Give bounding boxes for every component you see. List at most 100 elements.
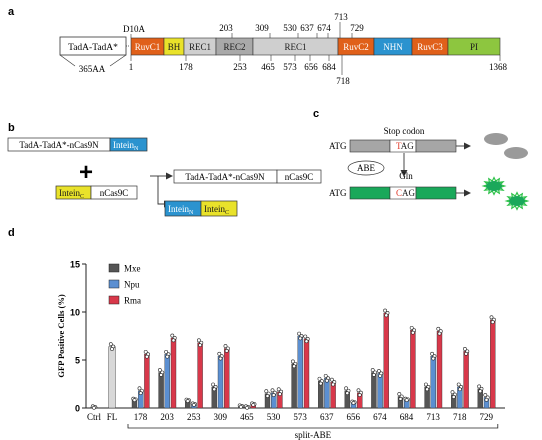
domain-bar: RuvC1 BH REC1 REC2 REC1 RuvC2 NHN RuvC3 PI: [130, 37, 501, 56]
gray-protein-2: [504, 147, 528, 159]
plus-sign: +: [79, 159, 93, 186]
data-point: [290, 359, 295, 364]
pos-bottom-465: 465: [261, 62, 275, 72]
x-tick-label: 656: [347, 412, 361, 422]
product-left-label: TadA-TadA*-nCas9N: [185, 172, 265, 182]
pos-bottom-253: 253: [233, 62, 247, 72]
bar-npu-713: [430, 355, 436, 409]
stop-codon-ag: AG: [401, 141, 414, 151]
data-point: [409, 325, 414, 330]
svg-text:InteinC: InteinC: [59, 188, 84, 200]
bar-rma-203: [170, 337, 177, 409]
data-point: [430, 351, 435, 356]
data-point: [292, 364, 297, 369]
fragment-c-box: [90, 185, 138, 200]
data-point: [425, 387, 430, 392]
y-tick-label: 15: [70, 260, 80, 270]
legend-swatch-rma: [108, 295, 120, 305]
data-point: [212, 387, 217, 392]
product-right-label: nCas9C: [285, 172, 314, 182]
bar-rma-713: [436, 331, 443, 409]
arrow-right: [166, 172, 173, 180]
panel-a-label: a: [8, 6, 15, 18]
pos-bottom-718: 718: [336, 76, 350, 86]
arrow-bottom-right: [464, 189, 471, 197]
data-point: [277, 392, 282, 396]
data-point: [218, 356, 223, 361]
data-point: [245, 405, 250, 410]
top-positions: 203 309 530 637 674 713 729: [219, 12, 364, 33]
data-point: [144, 354, 149, 359]
pos-top-309: 309: [255, 23, 269, 33]
bar-rma-729: [490, 319, 496, 409]
edited-codon-ag: AG: [402, 188, 415, 198]
x-tick-label: 718: [453, 412, 467, 422]
x-tick-label-control: FL: [107, 412, 118, 422]
legend-label-npu: Npu: [124, 280, 140, 290]
excised-c-sub: C: [225, 210, 229, 216]
data-point: [331, 382, 336, 387]
y-tick-label: 0: [75, 404, 80, 414]
gfp-proteins: [481, 176, 530, 211]
data-point: [490, 320, 495, 324]
data-point: [238, 404, 243, 409]
pos-bottom-1368: 1368: [489, 62, 508, 72]
x-tick-label: 674: [373, 412, 387, 422]
data-point: [143, 349, 148, 354]
bar-npu-573: [297, 335, 303, 409]
bar-mxe-203: [158, 372, 164, 409]
fragment-n-label: TadA-TadA*-nCas9N: [19, 140, 99, 150]
data-point: [170, 333, 175, 338]
svg-text:TAG: TAG: [396, 141, 414, 151]
x-tick-label: 178: [134, 412, 148, 422]
data-point: [397, 392, 402, 396]
bar-npu-203: [164, 354, 171, 409]
pos-bottom-684: 684: [322, 62, 336, 72]
pos-top-637: 637: [300, 23, 314, 33]
atg-top-label: ATG: [329, 141, 347, 151]
gene-green-left: [349, 186, 391, 200]
bar-npu-637: [324, 378, 330, 409]
x-tick-label: 253: [187, 412, 201, 422]
bar-rma-718: [463, 351, 469, 409]
bar-chart: 0 5 10 15 GFP Positive Cells (%) Mxe Npu Rma Ctr…: [56, 260, 505, 440]
panel-d: d 0 5 10 15 GFP Positive Cells (%) Mxe Npu Rma C…: [8, 227, 505, 440]
data-point: [298, 336, 303, 341]
gfp-protein-2: [504, 191, 530, 211]
pos-top-203: 203: [219, 23, 233, 33]
data-point: [489, 315, 494, 320]
data-point: [198, 343, 203, 348]
domain-label-3: REC2: [223, 42, 245, 52]
data-point: [164, 349, 169, 354]
domain-label-8: PI: [470, 42, 478, 52]
stop-codon-label: Stop codon: [384, 126, 425, 136]
data-point: [110, 347, 114, 351]
pos-bottom-573: 573: [283, 62, 297, 72]
svg-text:InteinN: InteinN: [113, 140, 139, 152]
data-point: [304, 339, 309, 344]
data-point: [317, 376, 322, 381]
legend-swatch-npu: [108, 279, 120, 289]
data-point: [423, 382, 428, 387]
domain-label-2: REC1: [189, 42, 211, 52]
panel-c-label: c: [313, 108, 319, 120]
domain-label-6: NHN: [383, 42, 403, 52]
panel-b-label: b: [8, 122, 15, 134]
data-point: [224, 348, 229, 353]
x-tick-label: 684: [400, 412, 414, 422]
x-tick-label: 573: [293, 412, 307, 422]
data-point: [351, 401, 356, 405]
bar-rma-674: [383, 312, 389, 409]
pos-bottom-1: 1: [129, 62, 134, 72]
arrow-down: [400, 170, 408, 177]
data-point: [270, 388, 275, 393]
domain-label-7: RuvC3: [417, 42, 443, 52]
intein-n-sub: N: [134, 146, 139, 152]
data-point: [185, 399, 190, 403]
excised-c-box: [200, 200, 238, 217]
bar-rma-684: [410, 330, 416, 409]
data-point: [323, 373, 328, 378]
atg-bottom-label: ATG: [329, 188, 347, 198]
data-point: [450, 390, 455, 395]
data-point: [484, 397, 489, 402]
